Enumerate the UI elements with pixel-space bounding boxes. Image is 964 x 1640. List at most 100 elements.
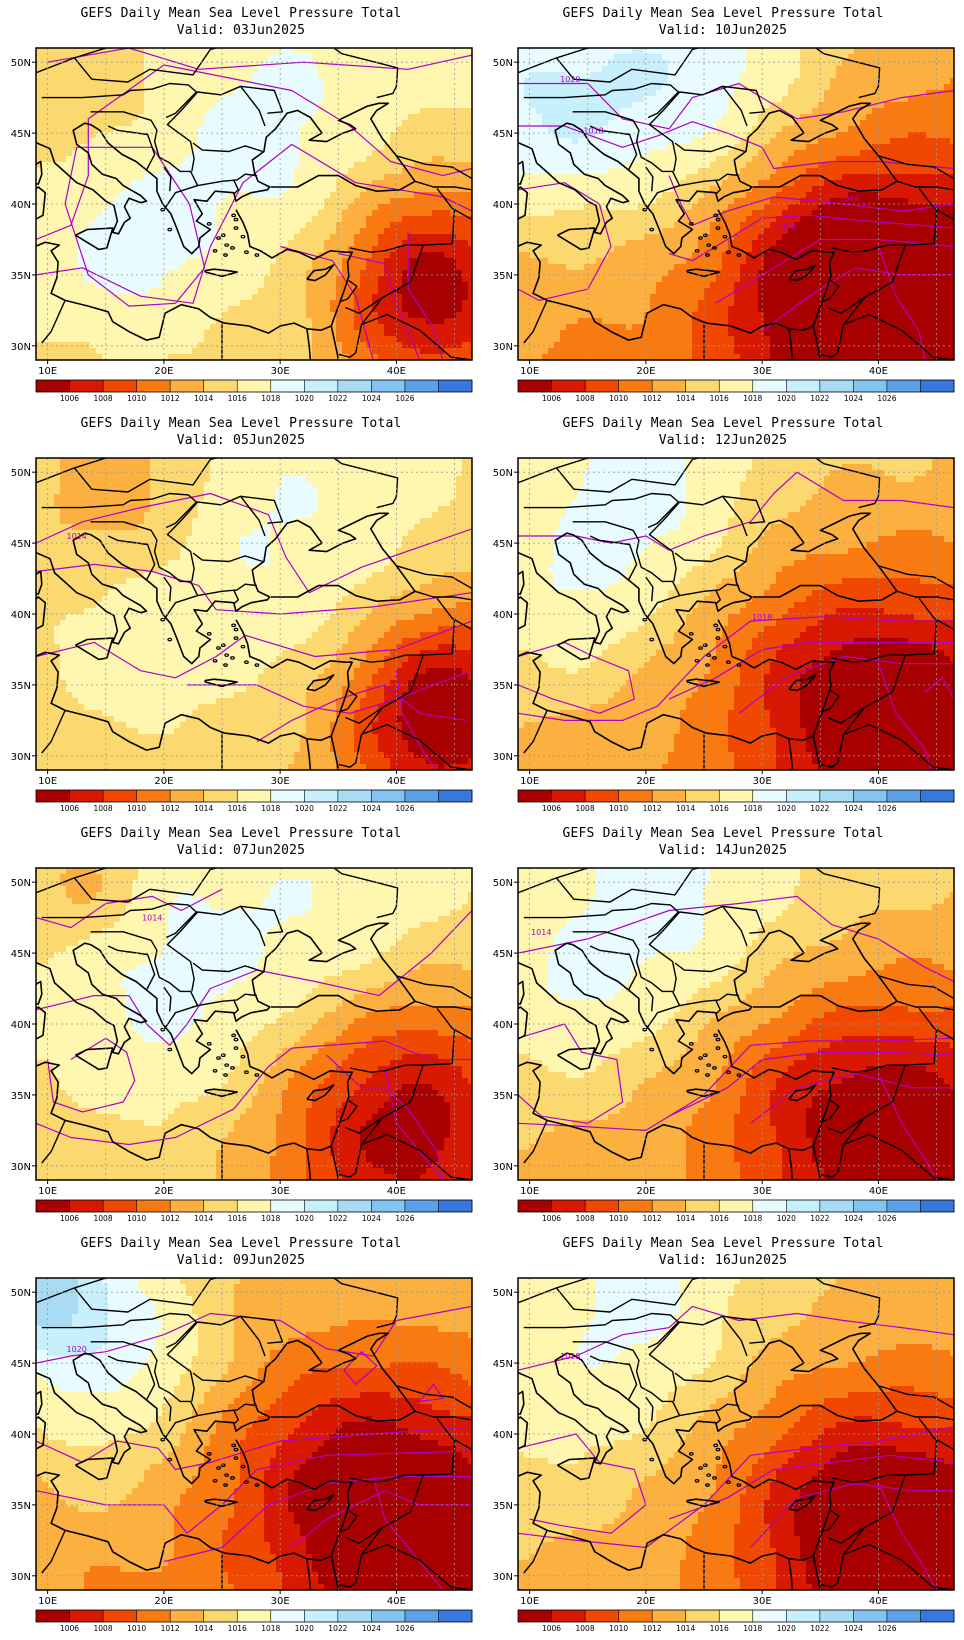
lat-label: 35N	[11, 1501, 31, 1512]
isobar-lines	[36, 492, 472, 770]
colorbar-label: 1014	[676, 804, 695, 813]
coastlines	[518, 868, 954, 1180]
panel-title: GEFS Daily Mean Sea Level Pressure Total	[482, 6, 964, 22]
colorbar: 1006 1008 1010 1012 1014 1016 1018 1020 1022 1024…	[517, 1609, 955, 1633]
lat-label: 30N	[493, 342, 513, 353]
graticule	[518, 1278, 954, 1590]
pressure-fill	[518, 48, 954, 360]
pressure-fill	[36, 48, 472, 360]
colorbar-label: 1018	[261, 804, 280, 813]
colorbar-swatch	[337, 380, 372, 392]
colorbar-label: 1020	[777, 1214, 796, 1223]
colorbar-label: 1006	[542, 1624, 561, 1633]
panel-title: GEFS Daily Mean Sea Level Pressure Total	[482, 416, 964, 432]
map-panel: GEFS Daily Mean Sea Level Pressure Total…	[482, 410, 964, 820]
coastlines	[36, 48, 472, 360]
lon-label: 30E	[271, 1596, 290, 1607]
colorbar-swatch	[886, 380, 921, 392]
colorbar-swatch	[786, 1200, 821, 1212]
lat-label: 50N	[493, 58, 513, 69]
panel-title: GEFS Daily Mean Sea Level Pressure Total	[0, 6, 482, 22]
colorbar-label: 1010	[609, 1624, 628, 1633]
lon-label: 30E	[753, 1596, 772, 1607]
colorbar-swatch	[203, 380, 238, 392]
colorbar-label: 1008	[576, 1624, 595, 1633]
colorbar-label: 1010	[127, 1214, 146, 1223]
lon-label: 40E	[387, 776, 406, 787]
colorbar-label: 1024	[844, 1624, 863, 1633]
colorbar-label: 1010	[609, 804, 628, 813]
lon-label: 10E	[520, 776, 539, 787]
map-panel: GEFS Daily Mean Sea Level Pressure Total…	[0, 820, 482, 1230]
colorbar-label: 1022	[328, 1624, 347, 1633]
colorbar-label: 1008	[94, 1214, 113, 1223]
colorbar-swatch	[886, 1610, 921, 1622]
colorbar-swatch	[719, 790, 754, 802]
colorbar-swatch	[136, 380, 171, 392]
colorbar-swatch	[685, 790, 720, 802]
panel-title: GEFS Daily Mean Sea Level Pressure Total	[482, 1236, 964, 1252]
colorbar-swatch	[853, 790, 888, 802]
pressure-fill	[518, 458, 954, 770]
lat-label: 50N	[493, 878, 513, 889]
lat-label: 50N	[493, 1288, 513, 1299]
colorbar-swatch	[203, 1610, 238, 1622]
lon-label: 40E	[387, 1596, 406, 1607]
colorbar-swatch	[518, 1610, 552, 1622]
colorbar-label: 1012	[161, 1214, 180, 1223]
colorbar-label: 1010	[609, 394, 628, 403]
colorbar-swatch	[652, 380, 687, 392]
colorbar-label: 1008	[576, 804, 595, 813]
colorbar-swatch	[404, 1610, 439, 1622]
isobar-label: 1018	[560, 1352, 580, 1361]
colorbar-swatch	[438, 790, 473, 802]
colorbar-swatch	[69, 1200, 104, 1212]
colorbar-label: 1014	[194, 394, 213, 403]
colorbar-label: 1024	[844, 804, 863, 813]
pressure-fill	[518, 868, 954, 1180]
graticule	[36, 868, 472, 1180]
lat-label: 50N	[11, 468, 31, 479]
colorbar-swatch	[518, 380, 552, 392]
colorbar-label: 1022	[810, 1624, 829, 1633]
lat-label: 45N	[11, 1359, 31, 1370]
colorbar-swatch	[371, 790, 406, 802]
lat-label: 30N	[11, 1572, 31, 1583]
colorbar-swatch	[69, 380, 104, 392]
colorbar-label: 1024	[844, 1214, 863, 1223]
colorbar-label: 1022	[810, 1214, 829, 1223]
colorbar-label: 1026	[395, 1624, 414, 1633]
colorbar-label: 1018	[743, 1214, 762, 1223]
panel-valid-date: Valid: 03Jun2025	[0, 23, 482, 39]
graticule	[518, 458, 954, 770]
colorbar-label: 1026	[877, 1624, 896, 1633]
colorbar-label: 1020	[777, 394, 796, 403]
panel-valid-date: Valid: 10Jun2025	[482, 23, 964, 39]
colorbar: 1006 1008 1010 1012 1014 1016 1018 1020 1022 1024…	[517, 379, 955, 403]
pressure-map: 1020 1018 1014 1008 50N 45N 40N 35N 30N 10E 20E 30E…	[493, 47, 955, 403]
colorbar-label: 1014	[676, 1214, 695, 1223]
colorbar-swatch	[652, 1200, 687, 1212]
colorbar-swatch	[237, 1610, 272, 1622]
graticule	[36, 458, 472, 770]
colorbar-swatch	[404, 1200, 439, 1212]
lon-label: 10E	[520, 366, 539, 377]
map-panel: GEFS Daily Mean Sea Level Pressure Total…	[482, 0, 964, 410]
colorbar-swatch	[237, 1200, 272, 1212]
colorbar-label: 1006	[542, 804, 561, 813]
map-panel: GEFS Daily Mean Sea Level Pressure Total…	[0, 1230, 482, 1640]
colorbar-label: 1022	[328, 804, 347, 813]
colorbar-label: 1020	[295, 804, 314, 813]
graticule	[36, 1278, 472, 1590]
colorbar-label: 1016	[228, 1624, 247, 1633]
lat-label: 40N	[493, 610, 513, 621]
lon-label: 30E	[753, 776, 772, 787]
colorbar-label: 1014	[194, 1624, 213, 1633]
colorbar-swatch	[920, 380, 955, 392]
lat-label: 35N	[493, 1091, 513, 1102]
colorbar-swatch	[170, 1610, 205, 1622]
colorbar-label: 1006	[542, 394, 561, 403]
panel-title: GEFS Daily Mean Sea Level Pressure Total	[0, 416, 482, 432]
